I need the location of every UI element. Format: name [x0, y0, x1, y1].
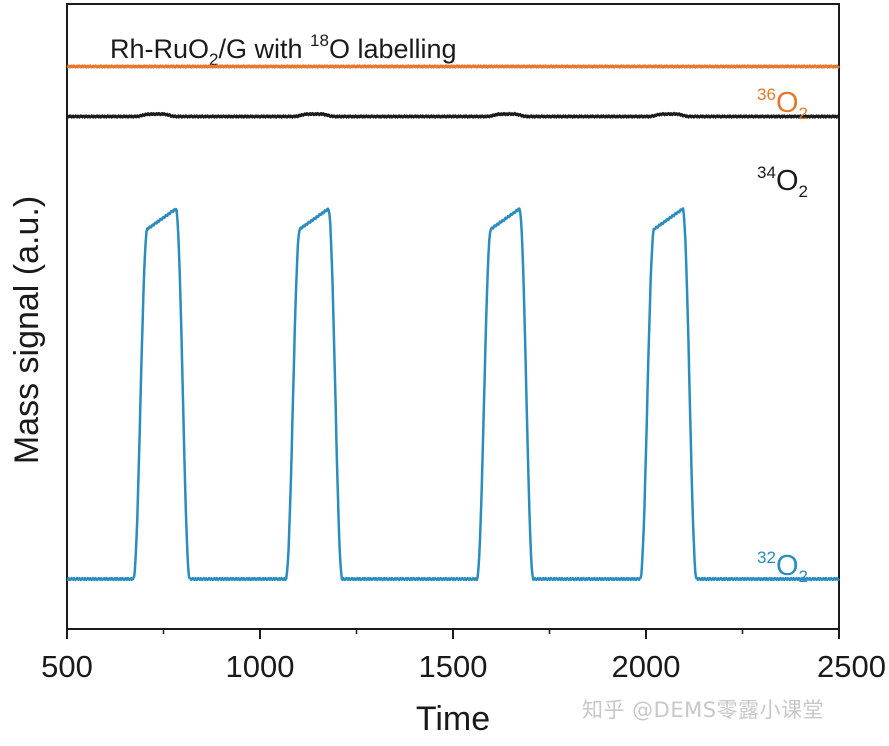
series-label-34O2: 34O2 [757, 163, 808, 201]
x-tick-label-2500: 2500 [817, 649, 886, 684]
x-axis-ticks: 500 1000 1500 2000 2500 [41, 629, 886, 684]
series-labels: 36O2 34O2 32O2 [757, 85, 808, 586]
x-tick-label-500: 500 [41, 649, 93, 684]
series-group [66, 64, 841, 582]
y-axis-title: Mass signal (a.u.) [8, 196, 46, 464]
chart-title: Rh-RuO2/G with 18O labelling [110, 31, 457, 69]
x-tick-label-2000: 2000 [612, 649, 681, 684]
x-tick-label-1000: 1000 [226, 649, 295, 684]
series-line-36O2 [66, 64, 841, 69]
series-label-32O2: 32O2 [757, 548, 808, 586]
x-tick-label-1500: 1500 [419, 649, 488, 684]
x-axis-title: Time [416, 700, 490, 738]
series-label-36O2: 36O2 [757, 85, 808, 123]
series-line-32O2 [66, 207, 841, 582]
series-line-34O2 [66, 111, 841, 119]
watermark: 知乎 @DEMS零露小课堂 [582, 698, 825, 722]
plot-frame [66, 3, 840, 630]
